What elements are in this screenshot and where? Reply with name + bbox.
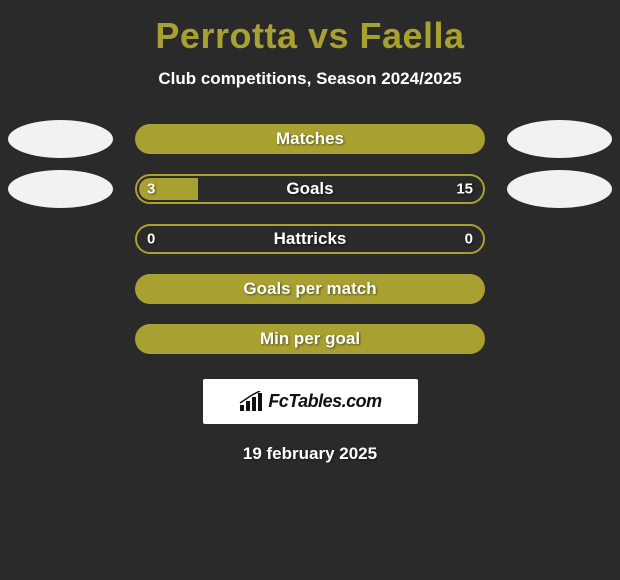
stat-label: Goals — [286, 179, 333, 199]
brand-logo[interactable]: FcTables.com — [203, 379, 418, 424]
player-right-avatar — [507, 170, 612, 208]
stat-bar: 0 Hattricks 0 — [135, 224, 485, 254]
page-title: Perrotta vs Faella — [155, 15, 464, 57]
stat-row-mpg: Min per goal — [0, 324, 620, 354]
stat-label: Goals per match — [243, 279, 376, 299]
stat-value-left: 0 — [147, 231, 155, 248]
stat-row-gpm: Goals per match — [0, 274, 620, 304]
stat-row-goals: 3 Goals 15 — [0, 174, 620, 204]
stat-bar: Matches — [135, 124, 485, 154]
brand-logo-text: FcTables.com — [268, 391, 381, 412]
stat-value-right: 15 — [456, 181, 473, 198]
comparison-card: Perrotta vs Faella Club competitions, Se… — [0, 0, 620, 474]
player-right-avatar — [507, 120, 612, 158]
stat-bar: Goals per match — [135, 274, 485, 304]
date-label: 19 february 2025 — [243, 444, 377, 464]
player-left-avatar — [8, 120, 113, 158]
stat-bar: Min per goal — [135, 324, 485, 354]
stat-bar: 3 Goals 15 — [135, 174, 485, 204]
stat-row-hattricks: 0 Hattricks 0 — [0, 224, 620, 254]
stat-value-left: 3 — [147, 181, 155, 198]
brand-logo-inner: FcTables.com — [238, 391, 381, 413]
stat-label: Matches — [276, 129, 344, 149]
stat-label: Min per goal — [260, 329, 360, 349]
subtitle: Club competitions, Season 2024/2025 — [158, 69, 461, 89]
stat-label: Hattricks — [274, 229, 347, 249]
stat-row-matches: Matches — [0, 124, 620, 154]
player-left-avatar — [8, 170, 113, 208]
chart-icon — [238, 391, 264, 413]
stat-value-right: 0 — [465, 231, 473, 248]
